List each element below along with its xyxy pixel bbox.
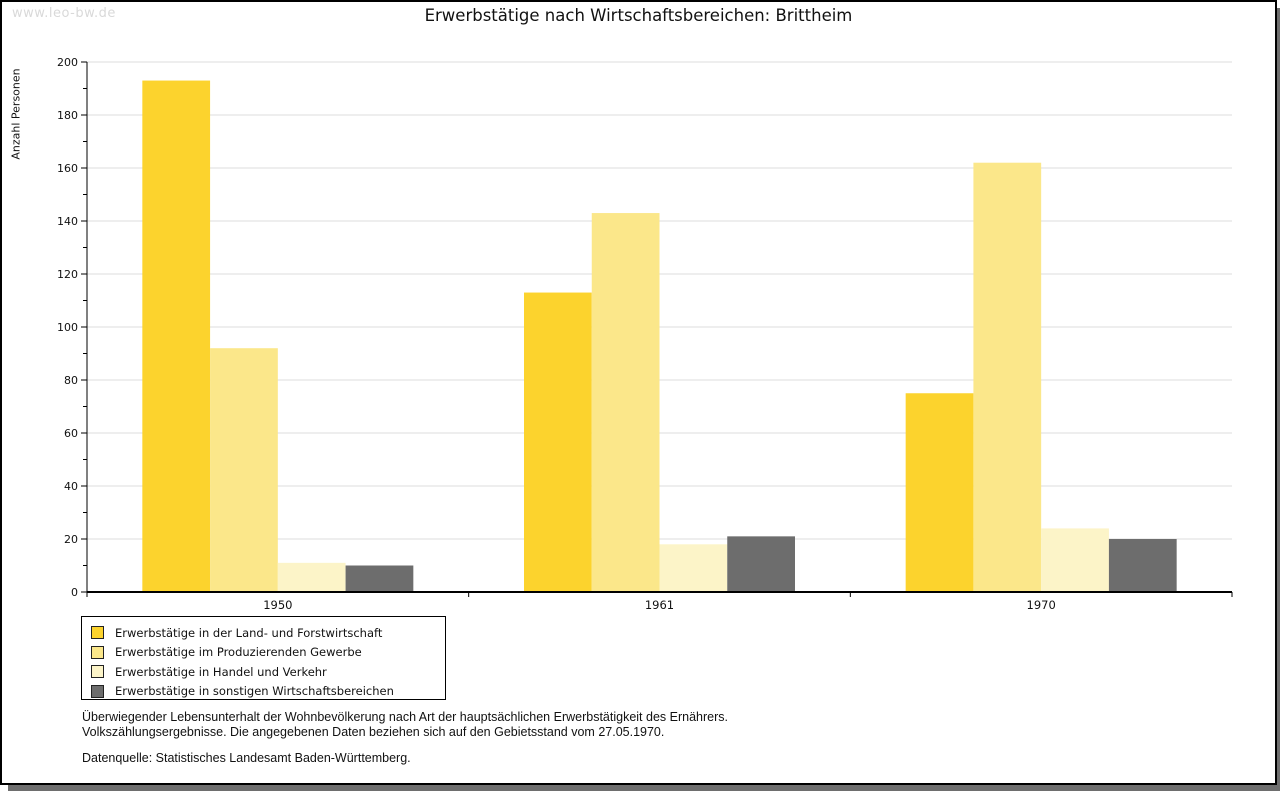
legend-swatch-icon bbox=[91, 665, 104, 679]
y-tick-label: 20 bbox=[64, 533, 78, 546]
y-tick-label: 120 bbox=[57, 268, 78, 281]
legend-swatch-icon bbox=[91, 684, 104, 698]
y-tick-label: 180 bbox=[57, 109, 78, 122]
y-tick-label: 140 bbox=[57, 215, 78, 228]
legend-label: Erwerbstätige in der Land- und Forstwirt… bbox=[115, 625, 383, 640]
legend-item: Erwerbstätige in der Land- und Forstwirt… bbox=[91, 623, 445, 643]
bar-1970-series-2 bbox=[1041, 528, 1109, 592]
legend-label: Erwerbstätige in Handel und Verkehr bbox=[115, 664, 327, 679]
bar-1961-series-1 bbox=[591, 213, 660, 593]
bar-1961-series-3 bbox=[727, 536, 795, 592]
bar-1970-series-0 bbox=[905, 393, 974, 592]
x-tick-label: 1950 bbox=[263, 598, 292, 612]
legend-swatch-icon bbox=[91, 626, 104, 640]
y-tick-label: 160 bbox=[57, 162, 78, 175]
bar-1970-series-3 bbox=[1108, 539, 1177, 592]
legend-item: Erwerbstätige in Handel und Verkehr bbox=[91, 662, 445, 682]
bar-1970-series-1 bbox=[973, 162, 1042, 592]
legend-item: Erwerbstätige im Produzierenden Gewerbe bbox=[91, 643, 445, 663]
y-tick-label: 40 bbox=[64, 480, 78, 493]
legend: Erwerbstätige in der Land- und Forstwirt… bbox=[81, 616, 446, 700]
data-source: Datenquelle: Statistisches Landesamt Bad… bbox=[82, 751, 411, 765]
x-tick-label: 1961 bbox=[645, 598, 674, 612]
footnote-line: Überwiegender Lebensunterhalt der Wohnbe… bbox=[82, 710, 728, 724]
legend-swatch-icon bbox=[91, 645, 104, 659]
x-tick-label: 1970 bbox=[1027, 598, 1056, 612]
bar-1961-series-2 bbox=[659, 544, 728, 592]
y-tick-label: 0 bbox=[71, 586, 78, 599]
bar-1950-series-3 bbox=[345, 565, 414, 592]
bar-1961-series-0 bbox=[524, 292, 592, 592]
footnote-line: Volkszählungsergebnisse. Die angegebenen… bbox=[82, 724, 665, 739]
bar-chart: 0 20 40 60 80 100 120 140 160 180 200 1950 1961 1970 bbox=[57, 56, 1233, 612]
y-tick-label: 200 bbox=[57, 56, 78, 69]
legend-label: Erwerbstätige in sonstigen Wirtschaftsbe… bbox=[115, 684, 394, 699]
bar-1950-series-1 bbox=[210, 348, 278, 592]
page-title: Erwerbstätige nach Wirtschaftsbereichen:… bbox=[424, 6, 853, 25]
footnote: Überwiegender Lebensunterhalt der Wohnbe… bbox=[82, 710, 728, 766]
bar-1950-series-2 bbox=[277, 562, 346, 592]
watermark: www.leo-bw.de bbox=[12, 6, 116, 21]
bar-1950-series-0 bbox=[142, 80, 211, 593]
legend-item: Erwerbstätige in sonstigen Wirtschaftsbe… bbox=[91, 682, 445, 702]
y-tick-label: 60 bbox=[64, 427, 78, 440]
y-tick-label: 80 bbox=[64, 374, 78, 387]
legend-label: Erwerbstätige im Produzierenden Gewerbe bbox=[115, 645, 362, 660]
y-tick-label: 100 bbox=[57, 321, 78, 334]
